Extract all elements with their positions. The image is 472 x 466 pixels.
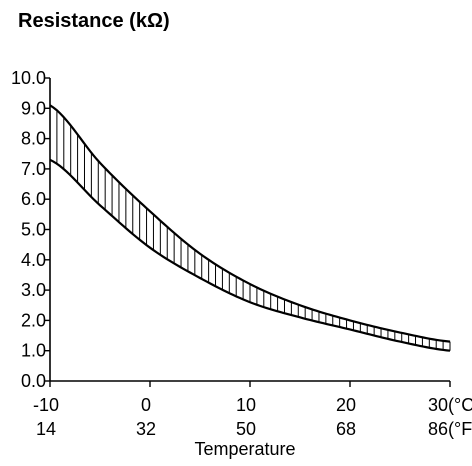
x-axis-label: Temperature xyxy=(194,439,295,459)
y-tick-label: 10.0 xyxy=(11,68,46,88)
y-tick-label: 5.0 xyxy=(21,220,46,240)
chart-title: Resistance (kΩ) xyxy=(18,10,170,32)
y-tick-label: 7.0 xyxy=(21,159,46,179)
curves xyxy=(49,104,451,352)
x-tick-label-fahrenheit: 68 xyxy=(336,419,356,439)
x-tick-label-celsius: 30(°C) xyxy=(428,395,472,415)
y-axis-ticks: 0.0 1.0 2.0 3.0 4.0 5.0 6.0 7.0 8.0 9.0 10.0 xyxy=(11,68,50,391)
x-tick-label-fahrenheit: 32 xyxy=(136,419,156,439)
axes xyxy=(49,78,450,382)
y-tick-label: 9.0 xyxy=(21,98,46,118)
x-tick-label-celsius: -10 xyxy=(33,395,59,415)
x-tick-label-fahrenheit: 86(°F) xyxy=(428,419,472,439)
lower-curve xyxy=(49,158,451,352)
x-tick-label-fahrenheit: 14 xyxy=(36,419,56,439)
y-tick-label: 0.0 xyxy=(21,371,46,391)
x-tick-label-celsius: 0 xyxy=(141,395,151,415)
upper-curve xyxy=(49,104,451,343)
x-axis-ticks: -10 14 0 32 10 50 20 68 30(°C) 86(°F) xyxy=(33,381,472,439)
y-tick-label: 3.0 xyxy=(21,280,46,300)
y-tick-label: 6.0 xyxy=(21,189,46,209)
y-tick-label: 4.0 xyxy=(21,250,46,270)
x-tick-label-celsius: 20 xyxy=(336,395,356,415)
resistance-band xyxy=(49,105,451,351)
y-tick-label: 8.0 xyxy=(21,129,46,149)
x-tick-label-celsius: 10 xyxy=(236,395,256,415)
y-tick-label: 1.0 xyxy=(21,341,46,361)
x-tick-label-fahrenheit: 50 xyxy=(236,419,256,439)
y-tick-label: 2.0 xyxy=(21,310,46,330)
